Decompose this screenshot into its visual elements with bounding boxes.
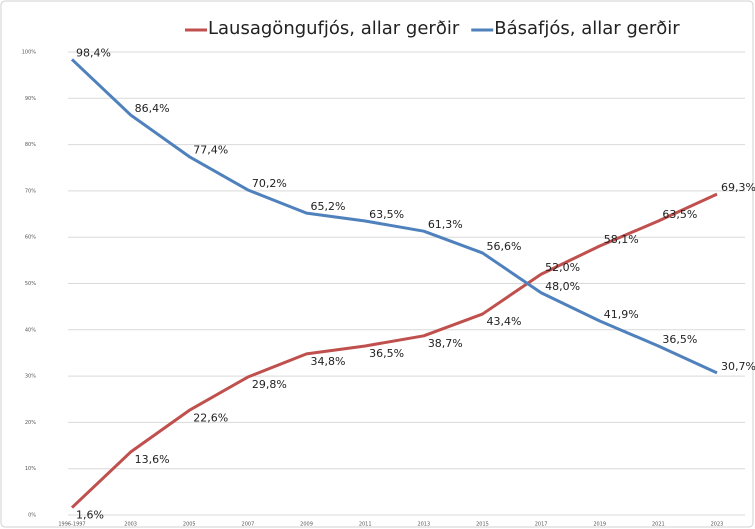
data-label: 63,5%: [369, 208, 404, 221]
data-label: 30,7%: [721, 360, 755, 373]
data-label: 34,8%: [311, 355, 346, 368]
data-label: 98,4%: [76, 46, 111, 59]
y-tick-label: 40%: [25, 327, 36, 333]
y-tick-label: 80%: [25, 142, 36, 148]
y-tick-label: 60%: [25, 235, 36, 241]
x-tick-label: 2019: [593, 522, 606, 528]
y-tick-label: 20%: [25, 420, 36, 426]
x-tick-label: 2023: [711, 522, 724, 528]
legend-label: Lausagöngufjós, allar gerðir: [208, 18, 460, 39]
y-tick-label: 50%: [25, 281, 36, 287]
data-label: 77,4%: [193, 144, 228, 157]
data-label: 13,6%: [135, 453, 170, 466]
data-label: 38,7%: [428, 337, 463, 350]
x-tick-label: 2007: [242, 522, 255, 528]
data-label: 36,5%: [662, 333, 697, 346]
y-tick-label: 0%: [28, 513, 36, 519]
y-tick-label: 90%: [25, 96, 36, 102]
x-tick-label: 2005: [183, 522, 196, 528]
data-label: 48,0%: [545, 280, 580, 293]
data-label: 65,2%: [311, 200, 346, 213]
data-label: 1,6%: [76, 509, 104, 522]
data-label: 70,2%: [252, 177, 287, 190]
data-label: 43,4%: [486, 315, 521, 328]
x-tick-label: 2003: [124, 522, 137, 528]
series-line: [70, 192, 718, 509]
y-tick-label: 30%: [25, 374, 36, 380]
legend-label: Básafjós, allar gerðir: [494, 18, 680, 39]
x-tick-label: 2009: [300, 522, 313, 528]
x-tick-label: 1996-1997: [58, 522, 85, 528]
data-label: 36,5%: [369, 347, 404, 360]
data-label: 63,5%: [662, 208, 697, 221]
data-label: 86,4%: [135, 102, 170, 115]
data-label: 29,8%: [252, 378, 287, 391]
data-label: 52,0%: [545, 261, 580, 274]
data-label: 58,1%: [604, 233, 639, 246]
x-tick-label: 2015: [476, 522, 489, 528]
x-tick-label: 2011: [359, 522, 372, 528]
data-label: 56,6%: [486, 240, 521, 253]
x-tick-label: 2017: [535, 522, 548, 528]
y-tick-label: 70%: [25, 188, 36, 194]
x-tick-label: 2013: [417, 522, 430, 528]
data-label: 22,6%: [193, 411, 228, 424]
data-label: 41,9%: [604, 308, 639, 321]
y-tick-label: 10%: [25, 466, 36, 472]
x-tick-label: 2021: [652, 522, 665, 528]
y-tick-label: 100%: [22, 50, 37, 56]
data-label: 69,3%: [721, 181, 755, 194]
series-line: [70, 58, 718, 375]
data-label: 61,3%: [428, 218, 463, 231]
